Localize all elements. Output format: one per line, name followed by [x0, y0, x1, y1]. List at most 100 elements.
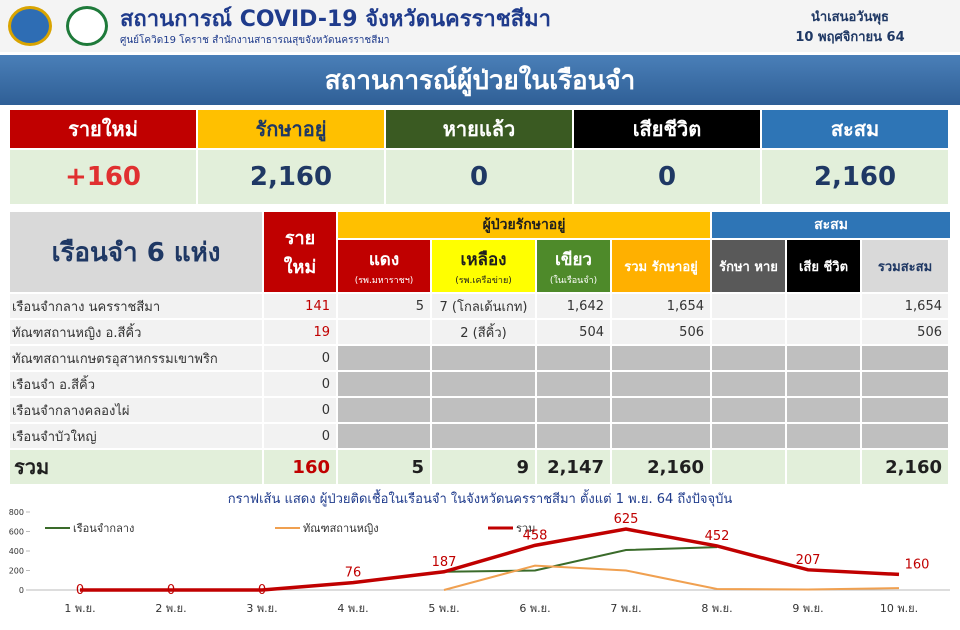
table-cell — [787, 320, 860, 344]
y-tick-label: 0 — [19, 586, 24, 595]
table-subheader: แดง (รพ.มหาราชฯ) — [338, 240, 430, 292]
summary-label: เสียชีวิต — [574, 110, 760, 148]
table-cell — [612, 424, 710, 448]
table-cell — [432, 346, 535, 370]
table-cell — [712, 398, 785, 422]
subheader-label: เสีย ชีวิต — [798, 259, 849, 275]
summary-value: 0 — [574, 150, 760, 204]
table-group-header: ผู้ป่วยรักษาอยู่ — [338, 212, 710, 238]
table-cell: 506 — [862, 320, 948, 344]
series-line — [443, 564, 900, 591]
table-cell — [712, 294, 785, 318]
table-cell: เรือนจำบัวใหญ่ — [10, 424, 262, 448]
series-line — [80, 527, 900, 592]
table-cell — [787, 294, 860, 318]
subheader-label: รวมสะสม — [877, 259, 933, 275]
y-tick-label: 200 — [9, 567, 24, 576]
table-cell — [338, 320, 430, 344]
subheader-label: รวม รักษาอยู่ — [624, 259, 698, 275]
x-tick-label: 2 พ.ย. — [155, 602, 186, 615]
table-cell: 9 — [432, 450, 535, 484]
table-cell: 7 (โกลเด้นเกท) — [432, 294, 535, 318]
banner: สถานการณ์ผู้ป่วยในเรือนจำ — [0, 55, 960, 105]
y-tick-label: 600 — [9, 528, 24, 537]
summary-value: 2,160 — [762, 150, 948, 204]
table-cell: เรือนจำกลาง นครราชสีมา — [10, 294, 262, 318]
table-cell — [787, 450, 860, 484]
legend-label: รวม — [516, 522, 535, 535]
data-label: 76 — [345, 566, 362, 581]
table-title: เรือนจำ 6 แห่ง — [10, 212, 262, 292]
table-subheader: รวมสะสม — [862, 240, 948, 292]
x-tick-label: 6 พ.ย. — [519, 602, 550, 615]
subheader-label: เขียว — [555, 249, 592, 270]
chart-title: กราฟเส้น แสดง ผู้ป่วยติดเชื้อในเรือนจำ ใ… — [227, 491, 733, 507]
table-cell: 2,160 — [612, 450, 710, 484]
table-cell — [712, 450, 785, 484]
y-tick-label: 400 — [9, 547, 24, 556]
table-cell: 2 (สีคิ้ว) — [432, 320, 535, 344]
x-tick-label: 3 พ.ย. — [246, 602, 277, 615]
table-cell — [787, 372, 860, 396]
subheader-note: (รพ.มหาราชฯ) — [354, 275, 414, 286]
table-cell: ทัณฑสถานหญิง อ.สีคิ้ว — [10, 320, 262, 344]
logo — [66, 6, 108, 46]
table-subheader: เสีย ชีวิต — [787, 240, 860, 292]
table-cell: 0 — [264, 424, 336, 448]
table-cell: 0 — [264, 346, 336, 370]
subheader-label: เหลือง — [460, 249, 507, 270]
table-cell — [862, 398, 948, 422]
table-subheader: เหลือง (รพ.เครือข่าย) — [432, 240, 535, 292]
data-label: 207 — [796, 553, 821, 568]
data-label: 0 — [76, 583, 84, 598]
data-label: 160 — [905, 557, 930, 572]
x-tick-label: 8 พ.ย. — [701, 602, 732, 615]
legend-label: ทัณฑสถานหญิง — [303, 522, 379, 535]
table-cell — [432, 372, 535, 396]
subheader-label: รักษา หาย — [719, 259, 778, 275]
table-cell: รวม — [10, 450, 262, 484]
x-tick-label: 7 พ.ย. — [610, 602, 641, 615]
table-cell: 1,654 — [612, 294, 710, 318]
data-label: 625 — [614, 512, 639, 527]
table-cell — [862, 346, 948, 370]
summary-label: สะสม — [762, 110, 948, 148]
legend-label: เรือนจำกลาง — [73, 522, 134, 535]
table-group-header: สะสม — [712, 212, 950, 238]
summary-value: 0 — [386, 150, 572, 204]
table-cell — [432, 424, 535, 448]
table-subheader: รวม รักษาอยู่ — [612, 240, 710, 292]
data-label: 0 — [167, 583, 175, 598]
summary-label: รักษาอยู่ — [198, 110, 384, 148]
table-cell: 504 — [537, 320, 610, 344]
header-bg — [0, 0, 960, 52]
table-cell — [862, 372, 948, 396]
x-tick-label: 9 พ.ย. — [792, 602, 823, 615]
x-tick-label: 5 พ.ย. — [428, 602, 459, 615]
summary-label: รายใหม่ — [10, 110, 196, 148]
table-cell — [712, 424, 785, 448]
table-cell — [612, 346, 710, 370]
date-line: นำเสนอวันพุธ — [811, 9, 889, 25]
subheader-note: (รพ.เครือข่าย) — [455, 275, 512, 286]
table-header: ราย ใหม่ — [264, 212, 336, 292]
table-cell — [537, 372, 610, 396]
table-cell — [338, 372, 430, 396]
table-cell — [712, 320, 785, 344]
table-cell: 2,147 — [537, 450, 610, 484]
subheader-note: (ในเรือนจำ) — [549, 275, 598, 286]
logo — [8, 6, 52, 46]
table-cell — [537, 424, 610, 448]
table-cell — [862, 424, 948, 448]
table-cell — [338, 398, 430, 422]
table-cell: 160 — [264, 450, 336, 484]
table-cell — [712, 346, 785, 370]
table-cell: 506 — [612, 320, 710, 344]
table-cell — [612, 398, 710, 422]
table-cell — [712, 372, 785, 396]
table-cell — [787, 424, 860, 448]
x-tick-label: 1 พ.ย. — [64, 602, 95, 615]
header-title: สถานการณ์ COVID-19 จังหวัดนครราชสีมา — [120, 6, 551, 32]
